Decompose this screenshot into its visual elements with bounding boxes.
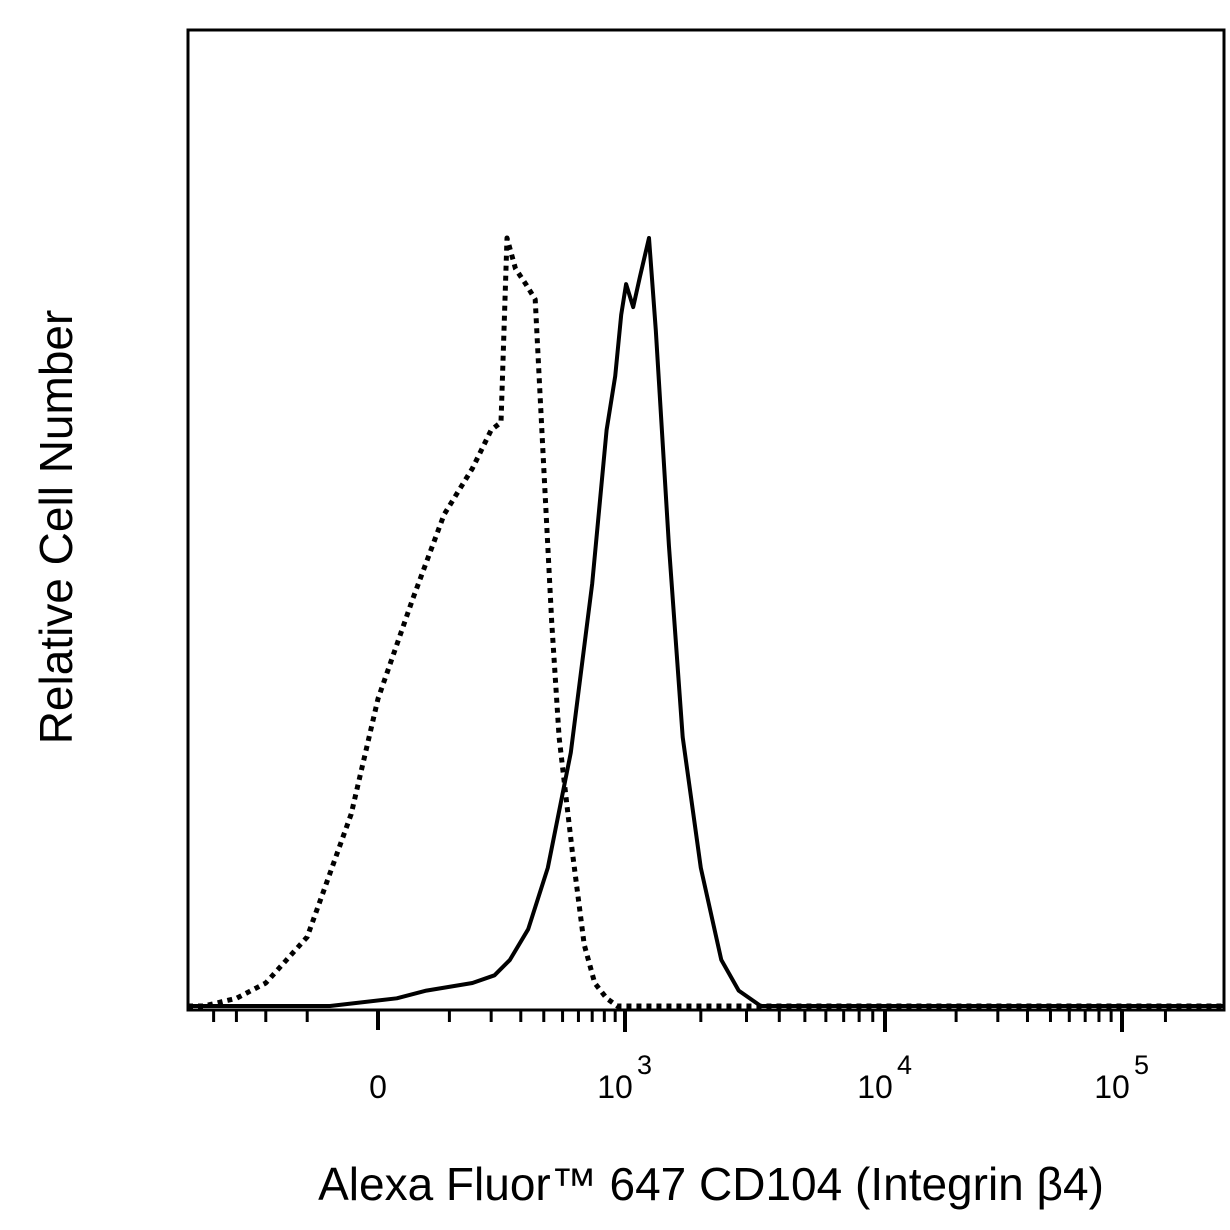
x-tick-label: 10 <box>857 1069 893 1105</box>
x-tick-exponent: 3 <box>637 1050 652 1080</box>
x-minor-ticks <box>212 1010 1167 1032</box>
series-dotted-line <box>188 235 1224 1009</box>
x-tick-label: 10 <box>597 1069 633 1105</box>
series-solid-line <box>188 236 1224 1008</box>
series-layer <box>188 235 1224 1009</box>
x-tick-exponent: 5 <box>1134 1050 1149 1080</box>
y-axis-label: Relative Cell Number <box>30 310 82 745</box>
x-axis-label: Alexa Fluor™ 647 CD104 (Integrin β4) <box>318 1158 1104 1210</box>
x-tick-label: 10 <box>1094 1069 1130 1105</box>
plot-frame <box>186 28 1226 1012</box>
x-tick-label: 0 <box>369 1069 387 1105</box>
x-tick-exponent: 4 <box>897 1050 912 1080</box>
